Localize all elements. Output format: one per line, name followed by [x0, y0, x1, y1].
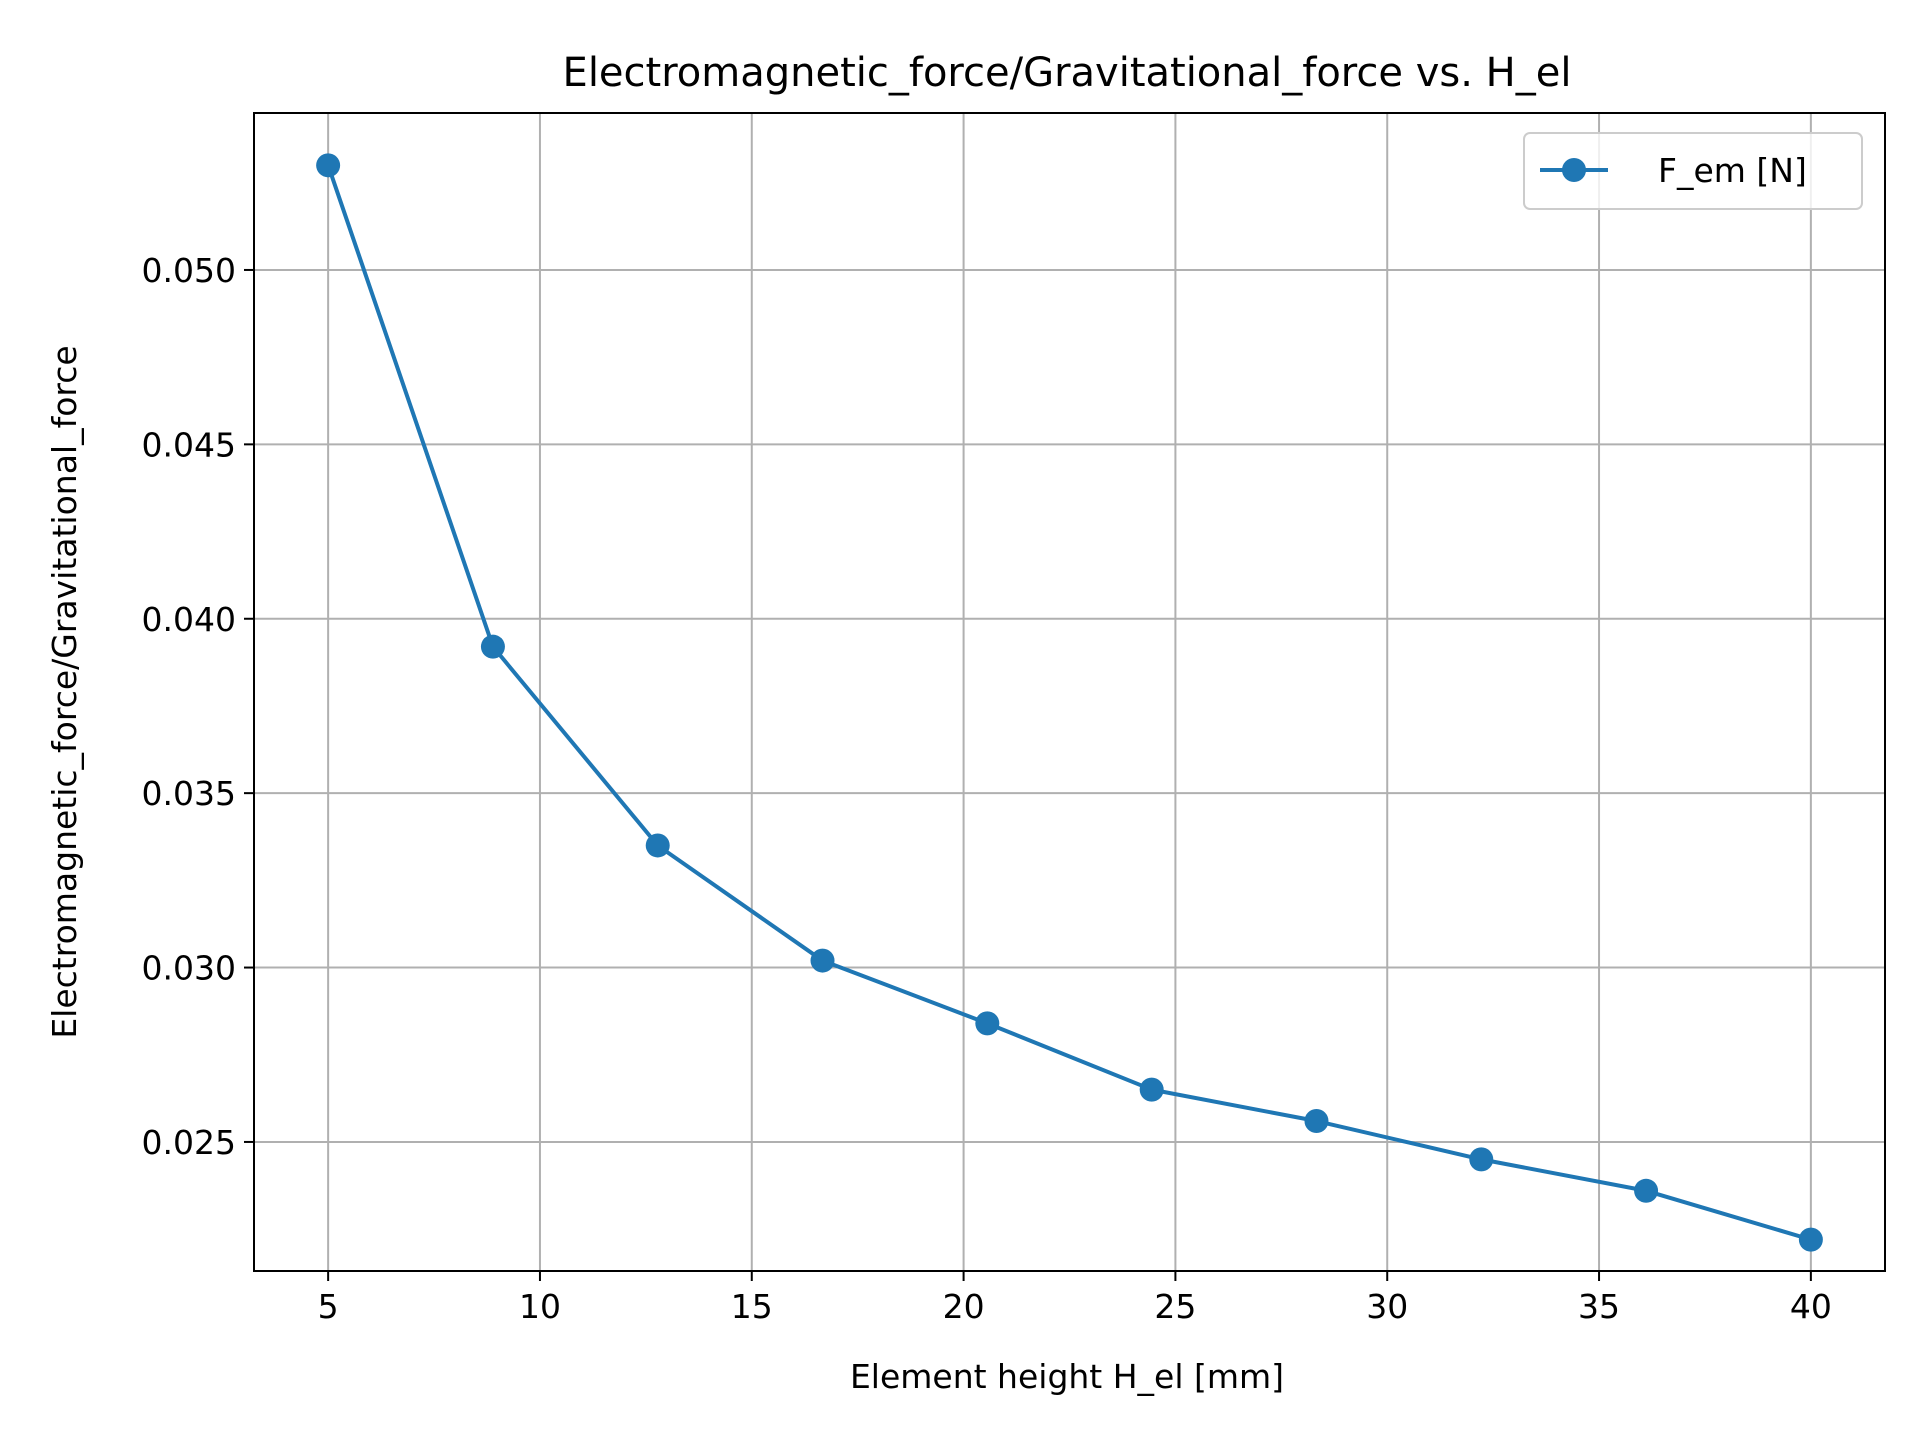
y-tick-label: 0.025	[142, 1123, 236, 1162]
data-point	[1469, 1147, 1494, 1172]
data-point	[1798, 1227, 1823, 1252]
data-point	[645, 833, 670, 858]
x-tick-label: 10	[519, 1287, 561, 1326]
x-tick-label: 25	[1154, 1287, 1196, 1326]
x-tick-label: 30	[1366, 1287, 1408, 1326]
x-tick-label: 5	[318, 1287, 339, 1326]
y-tick-label: 0.050	[142, 251, 236, 290]
legend-label: F_em [N]	[1658, 151, 1807, 190]
x-tick-label: 35	[1578, 1287, 1620, 1326]
data-point	[316, 153, 341, 178]
y-tick-label: 0.040	[142, 600, 236, 639]
grid-lines	[254, 113, 1885, 1271]
data-point	[1304, 1109, 1329, 1134]
y-tick-label: 0.035	[142, 774, 236, 813]
x-tick-label: 40	[1790, 1287, 1832, 1326]
legend-marker-swatch	[1562, 158, 1586, 182]
data-point	[975, 1011, 1000, 1036]
series-line	[326, 164, 1812, 1242]
data-point	[810, 948, 835, 973]
legend-box	[1523, 132, 1863, 210]
data-point	[1634, 1178, 1659, 1203]
legend: F_em [N]	[1523, 132, 1863, 210]
x-tick-label: 20	[943, 1287, 985, 1326]
axis-ticks: 5 10 15 20 25 30 35 40 0.025 0.030 0.035 0.040 0.045…	[142, 251, 1832, 1326]
plot-frame	[253, 112, 1886, 1272]
y-axis-label: Electromagnetic_force/Gravitational_forc…	[45, 345, 84, 1038]
data-series	[316, 153, 1823, 1252]
chart-title: Electromagnetic_force/Gravitational_forc…	[563, 50, 1572, 96]
data-point	[480, 634, 505, 659]
y-tick-label: 0.045	[142, 425, 236, 464]
x-axis-label: Element height H_el [mm]	[850, 1357, 1284, 1396]
x-tick-label: 15	[731, 1287, 773, 1326]
y-tick-label: 0.030	[142, 949, 236, 988]
data-point	[1139, 1077, 1164, 1102]
